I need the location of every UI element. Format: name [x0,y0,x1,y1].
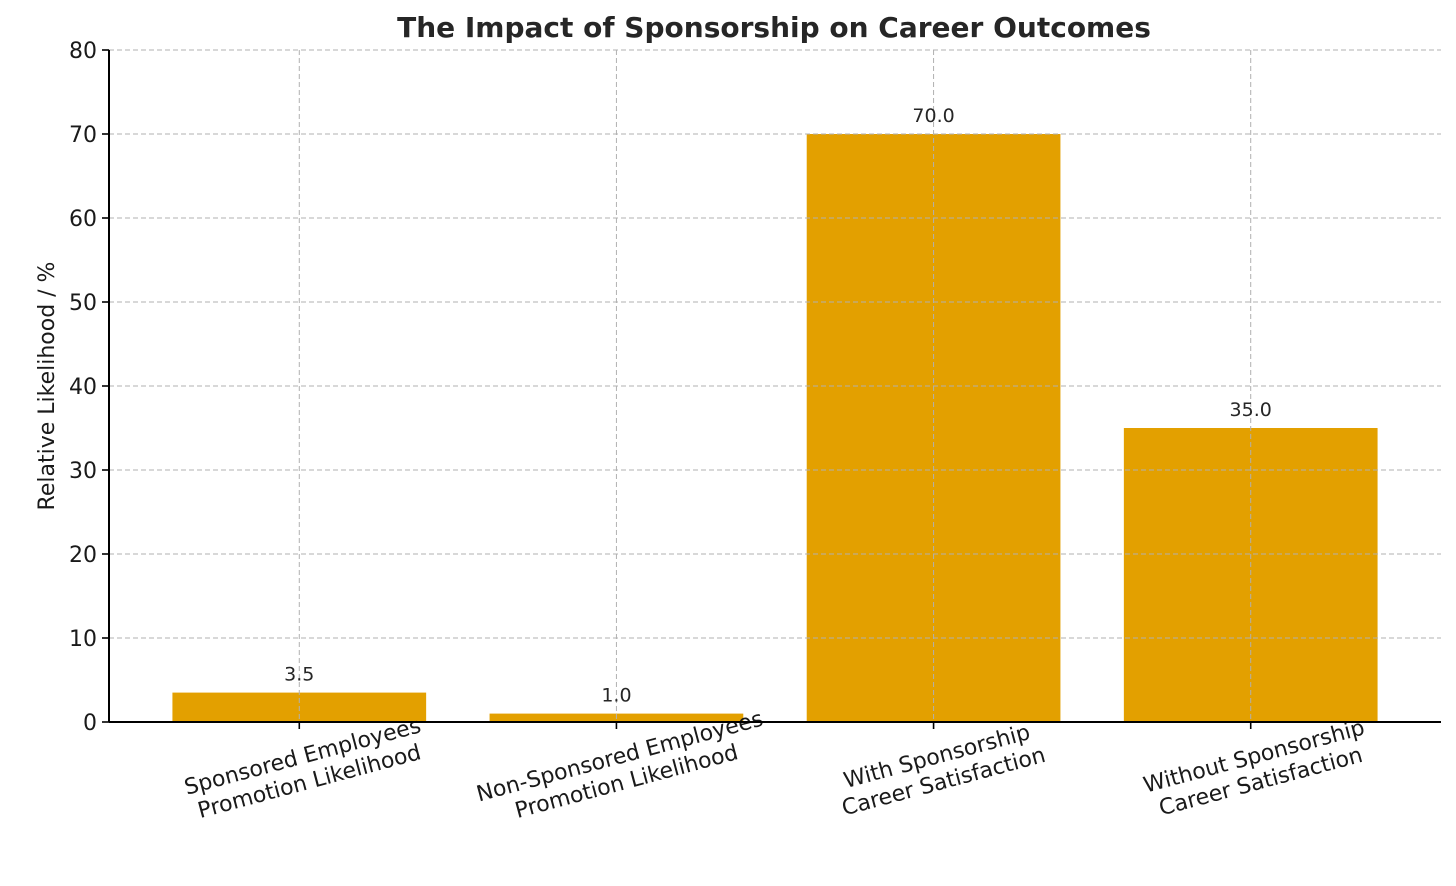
bars [172,134,1378,722]
y-tick-label: 40 [69,375,97,400]
y-tick-label: 10 [69,627,97,652]
bar-value-label: 70.0 [912,105,954,127]
bar-value-label: 35.0 [1230,399,1272,421]
bar-value-label: 1.0 [601,685,631,707]
y-tick-label: 20 [69,543,97,568]
y-tick-label: 0 [83,711,97,736]
data-labels: 3.5 1.0 70.0 35.0 [284,105,1272,707]
bar-value-label: 3.5 [284,664,314,686]
y-axis-label: Relative Likelihood / % [35,262,60,511]
grid [109,49,1441,723]
y-tick-label: 50 [69,291,97,316]
y-tick-label: 70 [69,123,97,148]
y-tick-label: 60 [69,207,97,232]
chart-title: The Impact of Sponsorship on Career Outc… [397,11,1151,44]
y-tick-label: 30 [69,459,97,484]
y-tick-label: 80 [69,39,97,64]
